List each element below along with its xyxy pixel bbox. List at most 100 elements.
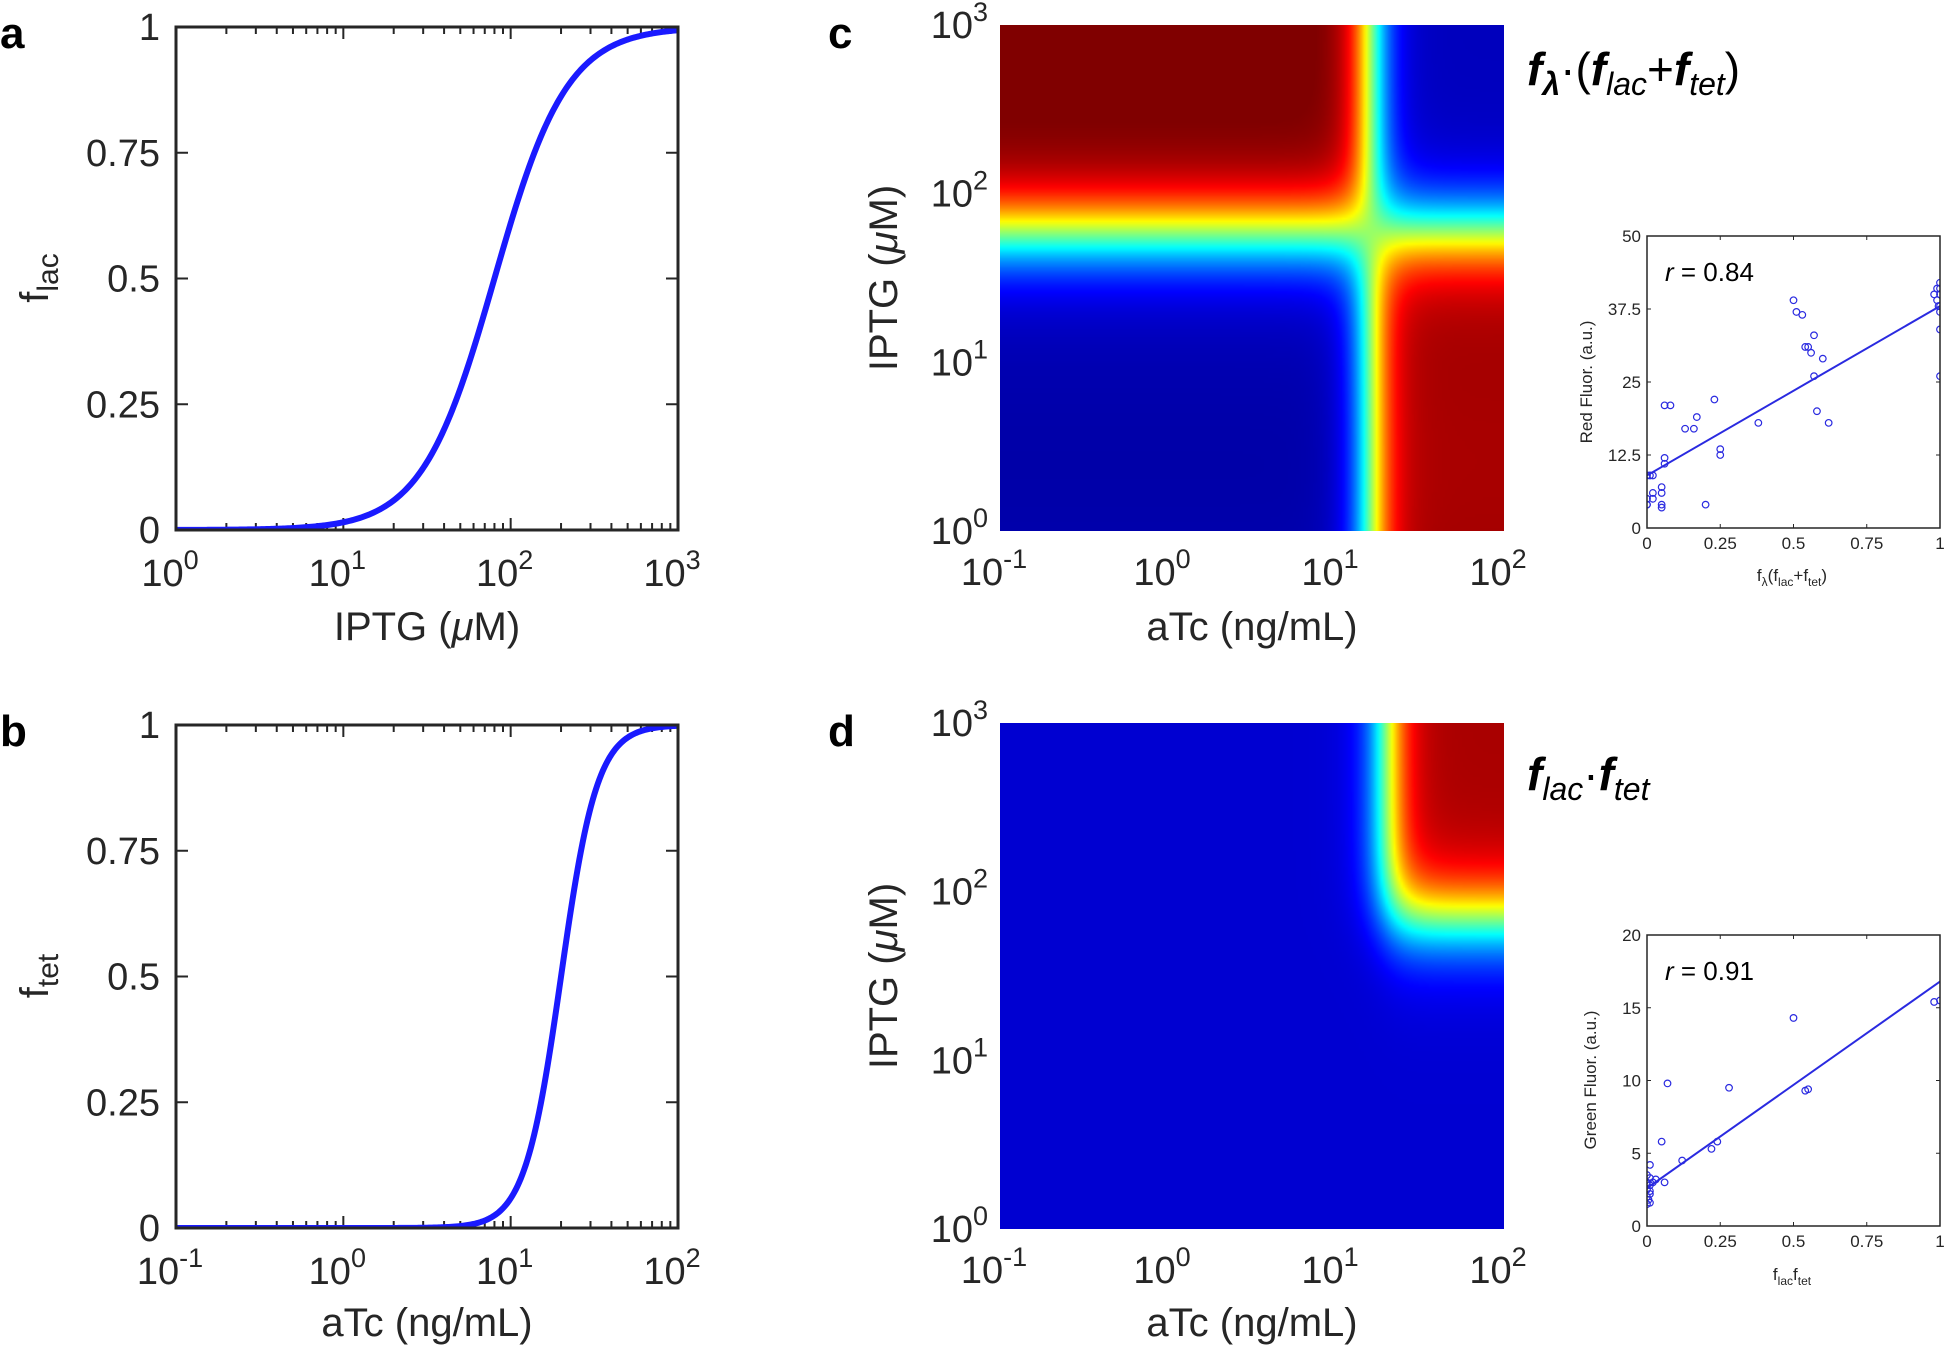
panel-d-inset-axes-box (1646, 934, 1941, 1227)
panel-c-inset-axes-box (1646, 235, 1941, 529)
panel-c-x-tick-labels: 10-1 100 101 102 (961, 544, 1527, 594)
inset-y-tick-label: 50 (1622, 227, 1641, 246)
scatter-point (1647, 1160, 1654, 1169)
x-tick-label: 101 (309, 545, 366, 595)
scatter-point (1701, 500, 1710, 509)
inset-x-tick-label: 0 (1642, 534, 1651, 553)
inset-y-tick-label: 0 (1632, 519, 1641, 538)
x-tick-label: 102 (476, 545, 533, 595)
x-tick-label: 102 (643, 1243, 700, 1293)
x-tick-label: 101 (1301, 1242, 1358, 1292)
y-tick-label: 0.5 (107, 259, 160, 301)
scatter-point (1647, 1190, 1654, 1198)
scatter-point (1707, 1144, 1716, 1153)
y-tick-label: 1 (139, 705, 160, 747)
scatter-point (1657, 500, 1666, 509)
scatter-point (1657, 489, 1666, 497)
panel-c-inset-x-axis-label: fλ(flac+ftet) (1757, 566, 1827, 589)
scatter-point (1789, 1014, 1798, 1022)
scatter-point (1716, 445, 1725, 454)
panel-c-x-axis-label: aTc (ng/mL) (1146, 605, 1357, 649)
panel-b-y-axis-label: ftet (13, 953, 65, 998)
panel-c-inset-x-tick-labels: 0 0.25 0.5 0.75 1 (1642, 534, 1944, 553)
scatter-point (1657, 503, 1666, 512)
panel-d-x-tick-labels: 10-1 100 101 102 (961, 1242, 1527, 1292)
scatter-point (1660, 454, 1669, 462)
inset-x-tick-label: 0 (1642, 1232, 1651, 1251)
scatter-point (1810, 372, 1818, 381)
panel-c-heatmap (1000, 25, 1504, 531)
panel-d-inset-x-tick-labels: 0 0.25 0.5 0.75 1 (1642, 1232, 1944, 1251)
panel-b-x-axis-label: aTc (ng/mL) (321, 1301, 532, 1345)
scatter-point (1647, 1198, 1654, 1207)
panel-d-inset-r-value: r = 0.91 (1665, 956, 1754, 986)
scatter-point (1647, 471, 1654, 480)
scatter-point (1647, 1200, 1651, 1209)
y-tick-label: 103 (931, 0, 988, 47)
scatter-point (1725, 1083, 1733, 1092)
y-tick-label: 0.75 (86, 831, 160, 873)
y-tick-label: 103 (931, 695, 988, 745)
scatter-point (1647, 494, 1651, 503)
x-tick-label: 10-1 (961, 1242, 1027, 1292)
panel-c-y-axis-label: IPTG (μM) (862, 185, 906, 371)
scatter-point (1824, 418, 1833, 427)
panel-d-inset-y-axis-label: Green Fluor. (a.u.) (1581, 1011, 1600, 1150)
scatter-point (1647, 1185, 1651, 1194)
scatter-point (1807, 348, 1815, 357)
scatter-point (1648, 489, 1657, 497)
inset-x-tick-label: 0.5 (1782, 1232, 1806, 1251)
panel-a-y-tick-labels: 0 0.25 0.5 0.75 1 (86, 7, 160, 552)
scatter-point (1647, 471, 1651, 480)
scatter-point (1657, 1137, 1666, 1146)
panel-a-y-axis-label: flac (13, 253, 65, 302)
panel-b-ticks (175, 724, 678, 1229)
panel-letter-a: a (0, 9, 25, 58)
panel-d-y-tick-labels: 100 101 102 103 (931, 695, 988, 1251)
panel-b-y-tick-labels: 0 0.25 0.5 0.75 1 (86, 705, 160, 1250)
panel-a-x-axis-label: IPTG (μM) (334, 605, 520, 649)
x-tick-label: 100 (1133, 1242, 1190, 1292)
y-tick-label: 0.25 (86, 384, 160, 426)
panel-c-inset-y-axis-label: Red Fluor. (a.u.) (1577, 321, 1596, 444)
inset-x-tick-label: 0.25 (1704, 534, 1737, 553)
y-tick-label: 102 (931, 864, 988, 914)
red-fluor-points (1647, 278, 1940, 512)
scatter-point (1651, 1175, 1660, 1184)
y-tick-label: 1 (139, 7, 160, 49)
f-tet-curve (176, 725, 678, 1228)
panel-d-formula: flac·ftet (1527, 748, 1651, 807)
y-tick-label: 0.25 (86, 1082, 160, 1124)
scatter-point (1810, 331, 1818, 340)
inset-x-tick-label: 0.25 (1704, 1232, 1737, 1251)
y-tick-label: 101 (931, 1032, 988, 1082)
scatter-point (1789, 296, 1798, 305)
scatter-point (1804, 1085, 1813, 1094)
panel-b-x-tick-labels: 10-1 100 101 102 (137, 1243, 701, 1293)
f-lac-curve (176, 27, 678, 530)
x-tick-label: 102 (1469, 1242, 1526, 1292)
panel-a: a 100 101 102 103 0 0.25 0.5 0.75 1 IPTG (μM) f… (0, 7, 701, 649)
scatter-point (1648, 471, 1657, 480)
panel-d-inset-x-axis-label: flacftet (1773, 1265, 1812, 1288)
scatter-point (1689, 424, 1698, 433)
inset-y-tick-label: 15 (1622, 999, 1641, 1018)
scatter-point (1713, 1137, 1722, 1146)
scatter-point (1647, 500, 1651, 509)
scatter-point (1660, 401, 1669, 410)
scatter-point (1648, 494, 1657, 503)
y-tick-label: 0.5 (107, 957, 160, 999)
x-tick-label: 101 (1301, 544, 1358, 594)
y-tick-label: 100 (931, 503, 988, 553)
scatter-point (1716, 451, 1725, 459)
panel-c-y-tick-labels: 100 101 102 103 (931, 0, 988, 553)
inset-y-tick-label: 10 (1622, 1072, 1641, 1091)
panel-d-x-axis-label: aTc (ng/mL) (1146, 1301, 1357, 1345)
scatter-point (1692, 413, 1701, 421)
inset-x-tick-label: 0.75 (1850, 534, 1883, 553)
green-fluor-fit-line (1647, 980, 1940, 1189)
inset-y-tick-label: 5 (1632, 1144, 1641, 1163)
scatter-point (1657, 483, 1666, 492)
